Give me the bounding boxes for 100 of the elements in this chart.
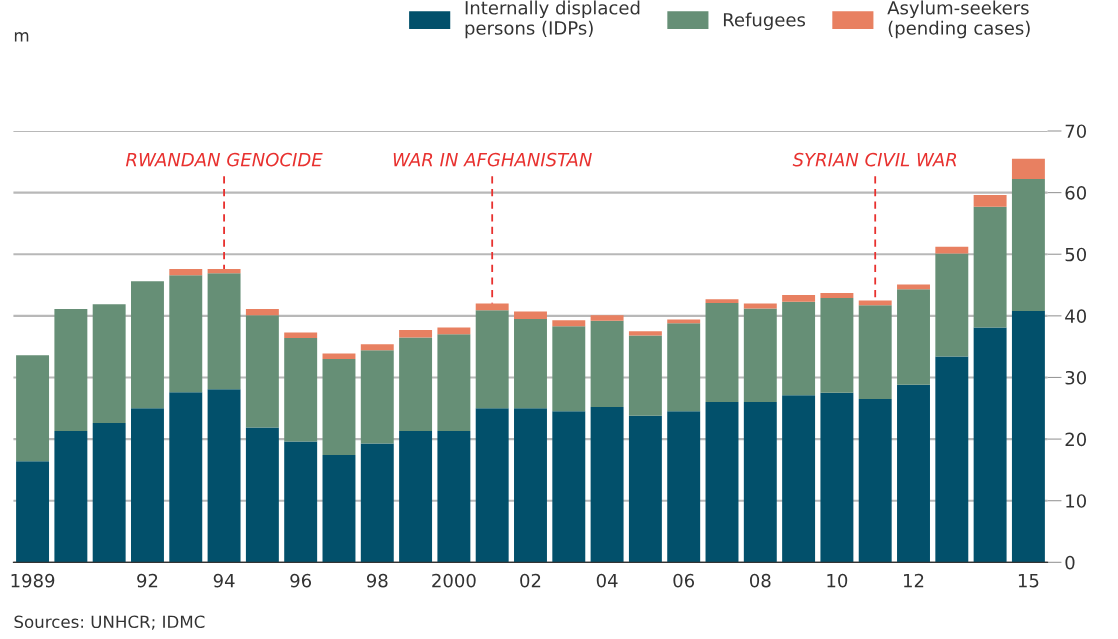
bar [973, 195, 1007, 207]
bar [322, 455, 356, 563]
x-tick-label: 96 [290, 573, 312, 588]
y-axis-title: m [14, 32, 29, 42]
bar [360, 344, 394, 351]
legend-label: Asylum-seekers (pending cases) [887, 0, 1030, 39]
bar [92, 423, 126, 563]
x-tick-label: 98 [366, 573, 388, 588]
bar [590, 315, 624, 321]
bar [820, 392, 854, 563]
bar [1011, 158, 1045, 180]
x-tick-label: 15 [1018, 573, 1039, 588]
bar [897, 384, 930, 563]
bar [590, 320, 624, 408]
bar [858, 399, 892, 563]
bar [360, 350, 394, 444]
bar [475, 408, 509, 563]
x-tick-label: 1989 [11, 573, 55, 588]
bar [552, 320, 586, 327]
bar [437, 334, 471, 432]
bar [322, 353, 356, 359]
y-tick-label: 10 [1066, 494, 1087, 508]
bar [897, 284, 930, 290]
x-tick-label: 12 [904, 573, 924, 588]
bar [858, 305, 892, 400]
x-tick-label: 04 [596, 573, 618, 588]
bar [399, 337, 433, 432]
annotation: WAR IN AFGHANISTAN [393, 152, 592, 167]
bar [628, 335, 662, 416]
bar [1011, 310, 1045, 563]
y-tick-label: 40 [1065, 309, 1087, 323]
bar [552, 326, 586, 412]
bar [782, 294, 816, 302]
bar [935, 246, 969, 254]
bar [284, 338, 318, 442]
bar [54, 309, 88, 432]
bar [782, 395, 816, 563]
bar [245, 427, 279, 563]
annotation: RWANDAN GENOCIDE [125, 152, 323, 167]
bar [705, 402, 739, 563]
bar [169, 392, 203, 563]
x-tick-label: 02 [520, 573, 541, 588]
bar [360, 443, 394, 563]
bar [782, 301, 816, 396]
bar [207, 389, 241, 563]
bar [590, 407, 624, 563]
bar [169, 275, 203, 393]
bar [514, 311, 547, 319]
bar [973, 206, 1007, 328]
bar [858, 300, 892, 306]
bar [743, 308, 777, 403]
bar [207, 273, 241, 390]
bar [820, 297, 854, 393]
bar [820, 293, 854, 298]
x-tick-label: 2000 [432, 573, 476, 588]
bar [399, 330, 433, 338]
legend-label: Refugees [723, 12, 806, 31]
bar [54, 431, 88, 563]
bar [131, 408, 164, 563]
legend-label: Internally displaced persons (IDPs) [465, 0, 640, 39]
y-tick-label: 0 [1065, 555, 1075, 570]
bar [705, 302, 739, 403]
bar [207, 269, 241, 274]
bar [245, 315, 279, 428]
bar [667, 323, 701, 412]
x-tick-label: 08 [750, 573, 771, 588]
bar [16, 461, 50, 563]
bar [475, 310, 509, 409]
source-note: Sources: UNHCR; IDMC [14, 615, 205, 630]
bar [399, 431, 433, 563]
bar [169, 269, 203, 276]
bar [284, 441, 318, 563]
x-tick-label: 06 [673, 573, 695, 588]
y-tick-label: 60 [1065, 186, 1087, 200]
y-tick-label: 20 [1065, 432, 1087, 447]
bar [131, 281, 164, 409]
y-tick-label: 30 [1065, 370, 1087, 385]
y-tick-label: 70 [1065, 124, 1087, 139]
bar [514, 408, 547, 563]
bar [1011, 179, 1045, 311]
bar [935, 253, 969, 357]
bar [897, 289, 930, 385]
bar [628, 331, 662, 336]
bar [514, 318, 547, 409]
bar [552, 411, 586, 563]
annotation: SYRIAN CIVIL WAR [792, 152, 957, 167]
x-tick-label: 92 [137, 573, 158, 588]
bar [284, 332, 318, 339]
bar [705, 299, 739, 303]
bar [92, 304, 126, 424]
x-tick-label: 94 [213, 573, 235, 588]
bar [973, 327, 1007, 563]
bar [743, 402, 777, 563]
x-tick-label: 10 [827, 573, 848, 588]
bar [628, 415, 662, 563]
bar [245, 309, 279, 316]
bar [322, 358, 356, 456]
bar [935, 356, 969, 563]
bar [667, 411, 701, 563]
bar [437, 431, 471, 563]
